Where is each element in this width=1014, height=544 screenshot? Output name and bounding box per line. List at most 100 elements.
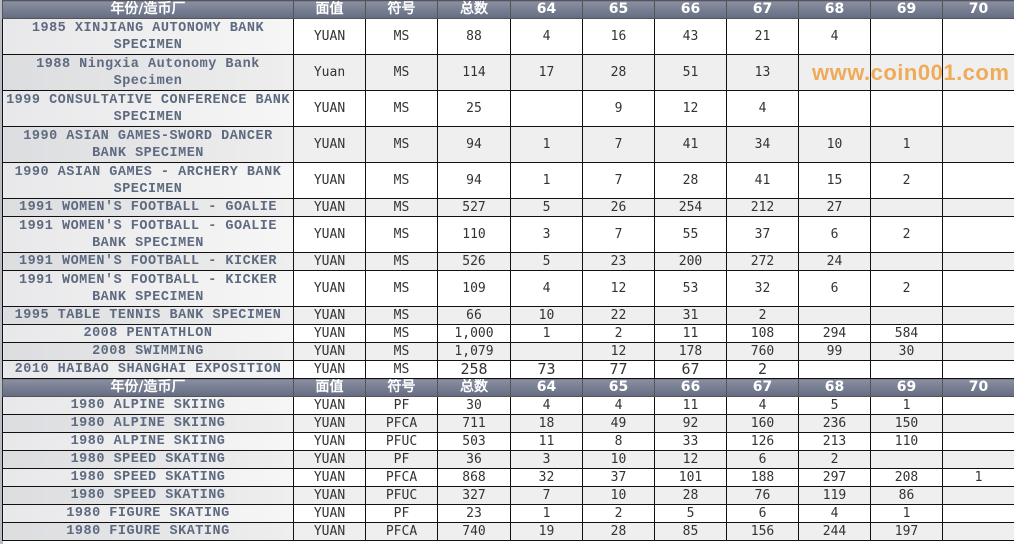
- total-count: 1,079: [437, 342, 511, 361]
- grade-symbol: MS: [365, 252, 438, 271]
- denomination: YUAN: [293, 414, 366, 433]
- total-count: 88: [437, 18, 511, 55]
- grade-count: 12: [582, 270, 655, 307]
- grade-count: [942, 162, 1014, 199]
- table-row: 1980 ALPINE SKIING YUAN PFUC 503 11 8 33 126 213…: [2, 432, 1014, 451]
- grade-count: [798, 54, 871, 91]
- grade-count: 101: [654, 468, 727, 487]
- grade-count: 119: [798, 486, 871, 505]
- coin-name: 1980 SPEED SKATING: [2, 486, 294, 505]
- grade-count: [942, 252, 1014, 271]
- grade-count: 1: [942, 468, 1014, 487]
- table-row: 1991 WOMEN'S FOOTBALL - GOALIE BANK SPEC…: [2, 216, 1014, 253]
- coin-name: 1980 SPEED SKATING: [2, 468, 294, 487]
- header-row: 年份/造币厂 面值 符号 总数 64 65 66 67 68 69 70: [2, 378, 1014, 397]
- table-row: 1980 SPEED SKATING YUAN PFCA 868 32 37 101 188 2…: [2, 468, 1014, 487]
- table-row: 1980 ALPINE SKIING YUAN PFCA 711 18 49 92 160 23…: [2, 414, 1014, 433]
- grade-count: [942, 216, 1014, 253]
- grade-count: 92: [654, 414, 727, 433]
- grade-count: 197: [870, 522, 943, 541]
- grade-count: 200: [654, 252, 727, 271]
- grade-count: 11: [654, 324, 727, 343]
- total-count: 25: [437, 90, 511, 127]
- grade-symbol: PFCA: [365, 468, 438, 487]
- grade-count: 6: [726, 450, 799, 469]
- table-row: 1990 ASIAN GAMES-SWORD DANCER BANK SPECI…: [2, 126, 1014, 163]
- grade-symbol: PFCA: [365, 522, 438, 541]
- grade-count: 6: [798, 270, 871, 307]
- total-count: 327: [437, 486, 511, 505]
- grade-count: 212: [726, 198, 799, 217]
- grade-count: 7: [582, 126, 655, 163]
- grade-symbol: MS: [365, 90, 438, 127]
- grade-count: [942, 198, 1014, 217]
- grade-count: [942, 504, 1014, 523]
- grade-symbol: PFUC: [365, 432, 438, 451]
- grade-count: 4: [798, 18, 871, 55]
- grade-count: 7: [582, 162, 655, 199]
- denomination: YUAN: [293, 432, 366, 451]
- coin-name: 1991 WOMEN'S FOOTBALL - GOALIE: [2, 198, 294, 217]
- grade-symbol: MS: [365, 360, 438, 379]
- grade-count: 37: [582, 468, 655, 487]
- total-count: 868: [437, 468, 511, 487]
- grade-count: [942, 450, 1014, 469]
- grade-count: 178: [654, 342, 727, 361]
- grade-count: 21: [726, 18, 799, 55]
- grade-count: 11: [654, 396, 727, 415]
- denomination: YUAN: [293, 342, 366, 361]
- total-count: 503: [437, 432, 511, 451]
- grade-count: 1: [510, 324, 583, 343]
- table-row: 1995 TABLE TENNIS BANK SPECIMEN YUAN MS 66 1…: [2, 306, 1014, 325]
- header-year: 68: [798, 378, 871, 397]
- grade-count: 27: [798, 198, 871, 217]
- grade-count: 7: [510, 486, 583, 505]
- denomination: Yuan: [293, 54, 366, 91]
- grade-count: 8: [582, 432, 655, 451]
- header-total: 总数: [437, 0, 511, 19]
- denomination: YUAN: [293, 360, 366, 379]
- denomination: YUAN: [293, 18, 366, 55]
- header-year: 69: [870, 0, 943, 19]
- denomination: YUAN: [293, 252, 366, 271]
- denomination: YUAN: [293, 504, 366, 523]
- watermark-logo: www.coin001.com: [812, 60, 1010, 85]
- grade-count: 17: [510, 54, 583, 91]
- grade-count: 2: [870, 216, 943, 253]
- total-count: 526: [437, 252, 511, 271]
- grade-symbol: PFCA: [365, 414, 438, 433]
- total-count: 23: [437, 504, 511, 523]
- header-year: 64: [510, 0, 583, 19]
- coin-name: 1985 XINJIANG AUTONOMY BANK SPECIMEN: [2, 18, 294, 55]
- grade-count: 9: [582, 90, 655, 127]
- grade-count: 294: [798, 324, 871, 343]
- grade-count: [510, 342, 583, 361]
- grade-count: 4: [510, 18, 583, 55]
- grade-count: [942, 360, 1014, 379]
- grade-symbol: PF: [365, 450, 438, 469]
- grade-count: 1: [510, 162, 583, 199]
- coin-name: 1980 FIGURE SKATING: [2, 522, 294, 541]
- grade-count: [798, 360, 871, 379]
- grade-symbol: MS: [365, 18, 438, 55]
- grade-count: 7: [582, 216, 655, 253]
- grade-count: 49: [582, 414, 655, 433]
- grade-symbol: MS: [365, 126, 438, 163]
- grade-count: 3: [510, 216, 583, 253]
- denomination: YUAN: [293, 324, 366, 343]
- coin-name: 1988 Ningxia Autonomy Bank Specimen: [2, 54, 294, 91]
- grade-count: 272: [726, 252, 799, 271]
- denomination: YUAN: [293, 198, 366, 217]
- total-count: 527: [437, 198, 511, 217]
- grade-symbol: MS: [365, 54, 438, 91]
- coin-name: 1980 SPEED SKATING: [2, 450, 294, 469]
- coin-name: 2008 PENTATHLON: [2, 324, 294, 343]
- grade-symbol: MS: [365, 342, 438, 361]
- coin-name: 1991 WOMEN'S FOOTBALL - GOALIE BANK SPEC…: [2, 216, 294, 253]
- table-row: 1991 WOMEN'S FOOTBALL - GOALIE YUAN MS 527 5…: [2, 198, 1014, 217]
- grade-count: 32: [726, 270, 799, 307]
- table-row: 1990 ASIAN GAMES - ARCHERY BANK SPECIMEN…: [2, 162, 1014, 199]
- grade-count: 55: [654, 216, 727, 253]
- grade-count: 10: [582, 450, 655, 469]
- total-count: 740: [437, 522, 511, 541]
